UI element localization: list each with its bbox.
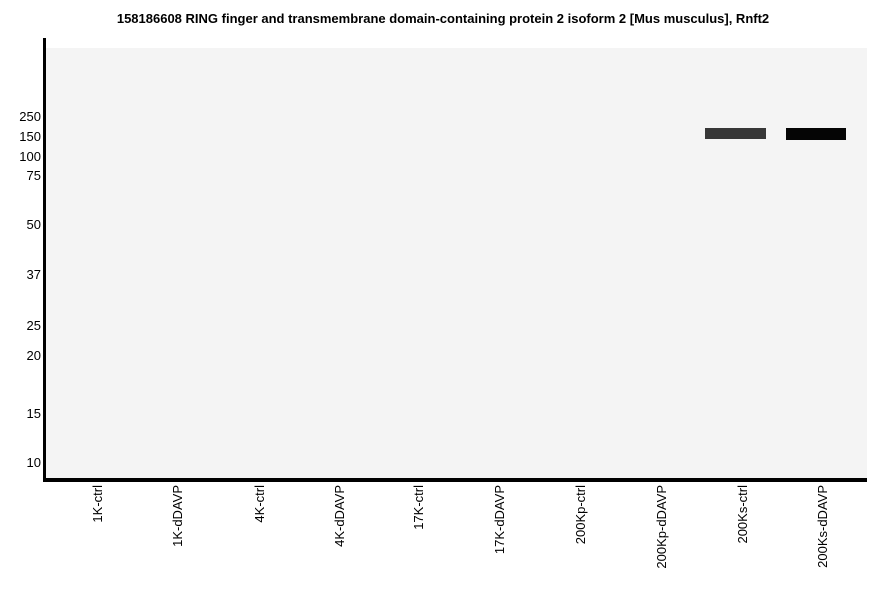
mw-marker-label: 10 — [26, 455, 41, 470]
y-axis-line — [43, 38, 46, 482]
lane-label: 200Ks-dDAVP — [815, 485, 830, 568]
lane-label: 4K-ctrl — [252, 485, 267, 523]
x-axis-line — [43, 478, 867, 482]
protein-band-200Ks-ctrl — [705, 128, 766, 139]
plot-area — [46, 48, 867, 478]
mw-marker-label: 100 — [19, 149, 41, 164]
mw-marker-label: 150 — [19, 129, 41, 144]
lane-label: 1K-dDAVP — [170, 485, 185, 547]
lane-label: 4K-dDAVP — [332, 485, 347, 547]
mw-marker-label: 25 — [26, 318, 41, 333]
mw-marker-label: 50 — [26, 217, 41, 232]
protein-band-200Ks-dDAVP — [786, 128, 846, 140]
lane-label: 17K-ctrl — [411, 485, 426, 530]
lane-label: 1K-ctrl — [90, 485, 105, 523]
mw-marker-label: 75 — [26, 168, 41, 183]
lane-label: 200Ks-ctrl — [735, 485, 750, 544]
mw-marker-label: 37 — [26, 267, 41, 282]
mw-marker-label: 20 — [26, 348, 41, 363]
lane-label: 17K-dDAVP — [492, 485, 507, 555]
lane-label: 200Kp-ctrl — [573, 485, 588, 545]
figure-title: 158186608 RING finger and transmembrane … — [116, 11, 770, 26]
mw-marker-label: 250 — [19, 109, 41, 124]
lane-label: 200Kp-dDAVP — [654, 485, 669, 569]
mw-marker-label: 15 — [26, 406, 41, 421]
